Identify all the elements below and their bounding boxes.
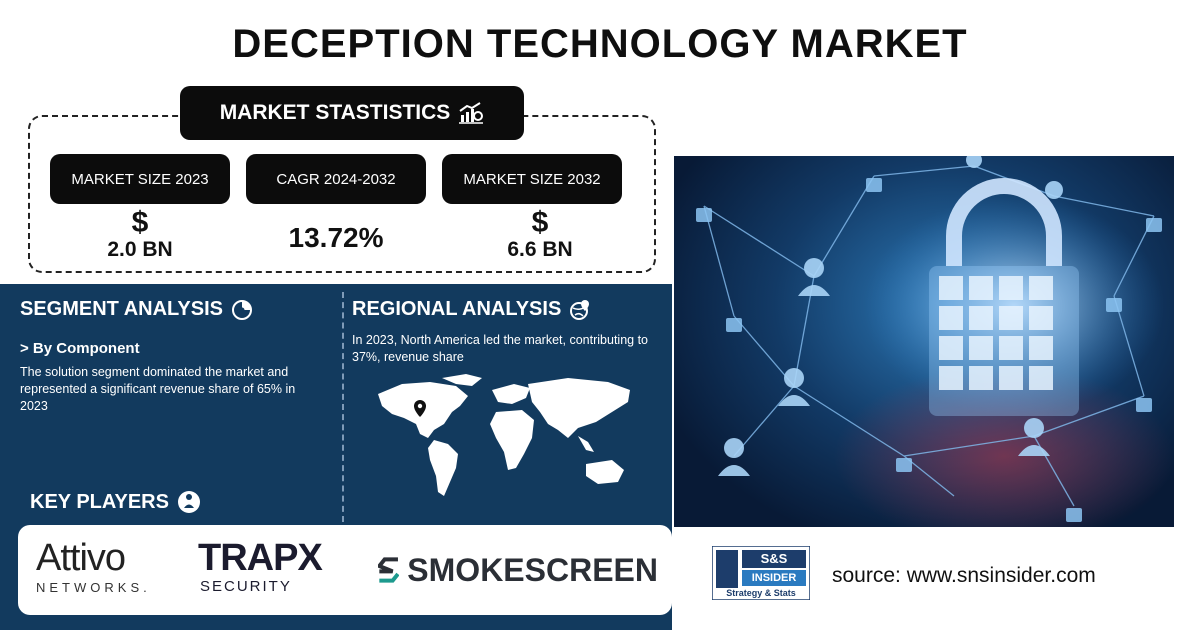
market-statistics-header: MARKET STASTISTICS xyxy=(180,86,524,140)
attivo-sub: NETWORKS. xyxy=(36,580,151,595)
network-security-image xyxy=(674,156,1174,527)
key-players-box xyxy=(18,525,672,615)
market-size-2023-label: MARKET SIZE 2023 xyxy=(50,154,230,204)
regional-description: In 2023, North America led the market, c… xyxy=(352,333,648,364)
panel-divider xyxy=(342,292,344,522)
pie-gear-icon xyxy=(232,299,252,320)
segment-description: The solution segment dominated the marke… xyxy=(20,365,296,413)
sns-logo-top: S&S xyxy=(760,551,788,566)
network-illustration xyxy=(696,156,1174,527)
sns-logo-bottom: Strategy & Stats xyxy=(726,588,796,598)
dollar-symbol: $ xyxy=(131,206,149,239)
segment-analysis-heading: SEGMENT ANALYSIS xyxy=(20,298,253,321)
growth-chart-icon xyxy=(459,102,484,124)
cagr-value: 13.72% xyxy=(288,222,384,253)
trapx-name: TRAPX xyxy=(198,537,323,579)
globe-pin-icon xyxy=(570,299,590,320)
market-size-2032-label: MARKET SIZE 2032 xyxy=(442,154,622,204)
page-title: DECEPTION TECHNOLOGY MARKET xyxy=(232,22,968,66)
map-pin-icon xyxy=(414,400,426,417)
market-size-2023-amount: 2.0 BN xyxy=(107,238,173,261)
smokescreen-logo: SMOKESCREEN xyxy=(378,548,658,592)
regional-analysis-heading: REGIONAL ANALYSIS xyxy=(352,298,591,321)
cagr-label: CAGR 2024-2032 xyxy=(246,154,426,204)
attivo-logo: Attivo NETWORKS. xyxy=(36,538,166,602)
trapx-sub: SECURITY xyxy=(200,578,292,595)
key-players-heading: KEY PLAYERS xyxy=(30,490,201,514)
market-statistics-label: MARKET STASTISTICS xyxy=(219,101,451,124)
player-icon xyxy=(177,491,200,513)
segment-sub-heading: > By Component xyxy=(20,340,140,357)
key-players-title: KEY PLAYERS xyxy=(30,490,169,513)
world-map xyxy=(378,374,630,496)
regional-analysis-title: REGIONAL ANALYSIS xyxy=(352,298,562,320)
sns-insider-logo: S&S INSIDER Strategy & Stats xyxy=(711,545,811,601)
market-size-2023-value: $ 2.0 BN xyxy=(80,208,200,262)
attivo-name: Attivo xyxy=(36,537,126,579)
trapx-logo: TRAPX SECURITY xyxy=(198,538,348,602)
smokescreen-name: SMOKESCREEN xyxy=(407,551,658,588)
segment-analysis-title: SEGMENT ANALYSIS xyxy=(20,298,223,320)
dollar-symbol: $ xyxy=(531,206,549,239)
sns-logo-mid: INSIDER xyxy=(751,572,797,584)
source-text: source: www.snsinsider.com xyxy=(832,564,1096,587)
market-size-2032-value: $ 6.6 BN xyxy=(480,208,600,262)
smokescreen-s-icon xyxy=(378,557,400,583)
market-size-2032-amount: 6.6 BN xyxy=(507,238,573,261)
